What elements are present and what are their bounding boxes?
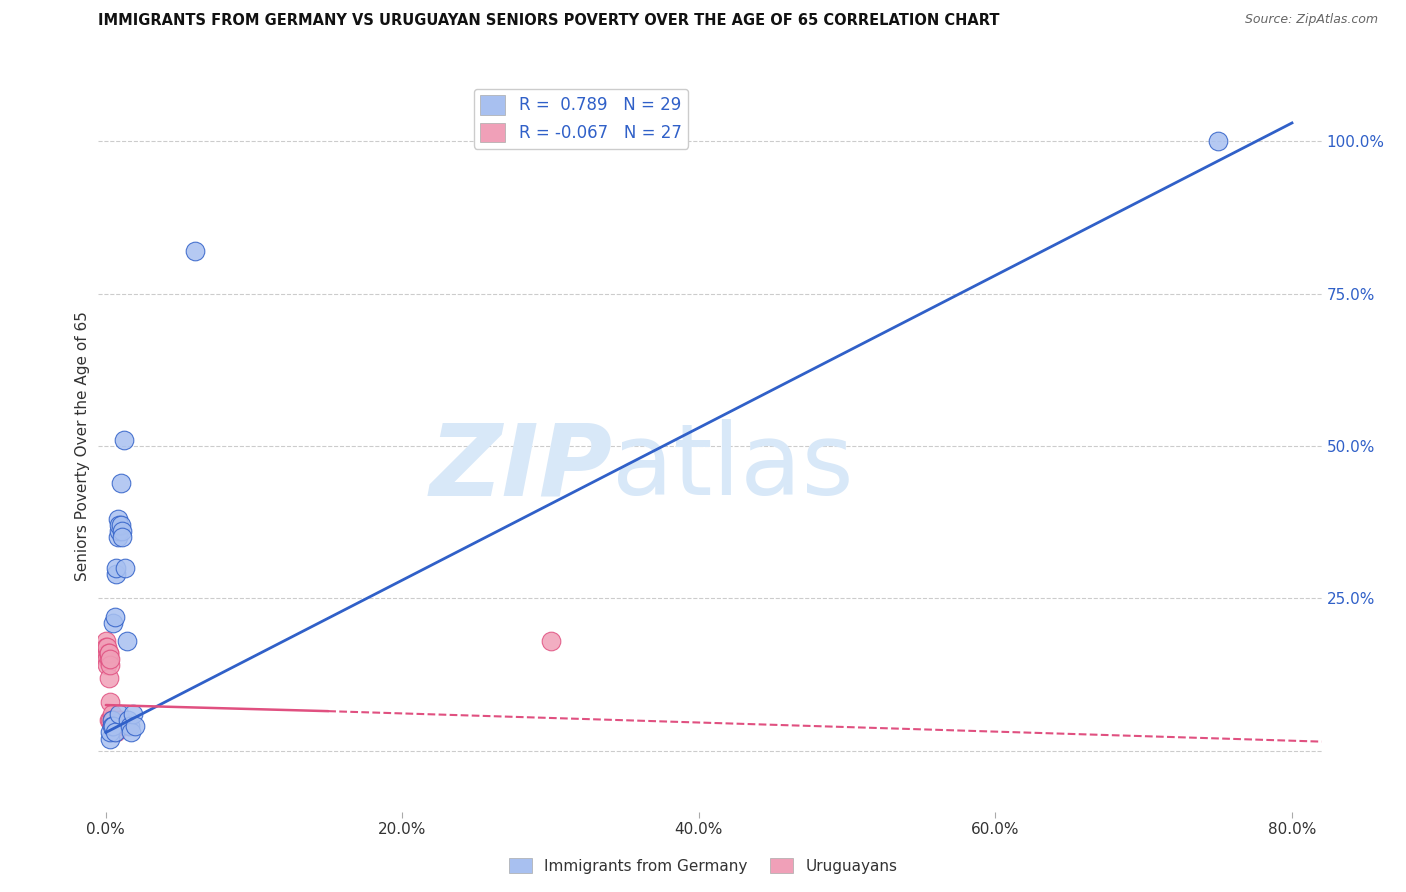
Point (97, 646, 120, 660)
Point (98, 725, 121, 739)
Text: ZIP: ZIP (429, 419, 612, 516)
Point (104, 609, 127, 624)
Point (110, 714, 132, 728)
Legend: R =  0.789   N = 29, R = -0.067   N = 27: R = 0.789 N = 29, R = -0.067 N = 27 (474, 88, 689, 149)
Point (100, 707, 122, 722)
Point (98, 658, 121, 673)
Point (96, 640, 118, 655)
Point (114, 561, 136, 575)
Point (118, 719, 141, 733)
Point (540, 634, 562, 648)
Point (103, 719, 125, 733)
Point (100, 719, 122, 733)
Point (97, 652, 120, 666)
Point (98, 714, 121, 728)
Point (105, 567, 128, 582)
Text: Source: ZipAtlas.com: Source: ZipAtlas.com (1244, 13, 1378, 27)
Text: atlas: atlas (612, 419, 853, 516)
Point (98, 731, 121, 746)
Point (1206, 134, 1229, 148)
Point (111, 524, 134, 539)
Point (108, 518, 131, 533)
Point (104, 719, 127, 733)
Point (110, 518, 132, 533)
Point (100, 714, 122, 728)
Point (100, 714, 122, 728)
Point (97, 671, 120, 685)
Point (97, 646, 120, 660)
Point (111, 530, 134, 544)
Point (98, 652, 121, 666)
Point (105, 725, 128, 739)
Point (108, 524, 131, 539)
Point (97, 714, 120, 728)
Point (120, 725, 142, 739)
Point (107, 719, 129, 733)
Point (115, 634, 138, 648)
Point (96, 646, 118, 660)
Point (117, 719, 139, 733)
Point (107, 512, 129, 526)
Point (112, 433, 135, 447)
Point (98, 695, 121, 709)
Text: IMMIGRANTS FROM GERMANY VS URUGUAYAN SENIORS POVERTY OVER THE AGE OF 65 CORRELAT: IMMIGRANTS FROM GERMANY VS URUGUAYAN SEN… (98, 13, 1000, 29)
Point (108, 707, 131, 722)
Point (100, 719, 122, 733)
Point (103, 719, 125, 733)
Point (96, 658, 118, 673)
Legend: Immigrants from Germany, Uruguayans: Immigrants from Germany, Uruguayans (502, 852, 904, 880)
Y-axis label: Seniors Poverty Over the Age of 65: Seniors Poverty Over the Age of 65 (75, 311, 90, 581)
Point (110, 475, 132, 490)
Point (103, 714, 125, 728)
Point (117, 714, 139, 728)
Point (121, 707, 143, 722)
Point (104, 725, 127, 739)
Point (124, 719, 146, 733)
Point (108, 714, 131, 728)
Point (94, 634, 117, 648)
Point (96, 652, 118, 666)
Point (94, 640, 117, 655)
Point (107, 530, 129, 544)
Point (184, 244, 207, 258)
Point (103, 615, 125, 630)
Point (105, 561, 128, 575)
